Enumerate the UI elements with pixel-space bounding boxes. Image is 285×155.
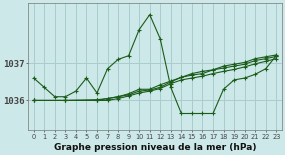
X-axis label: Graphe pression niveau de la mer (hPa): Graphe pression niveau de la mer (hPa): [54, 143, 256, 152]
